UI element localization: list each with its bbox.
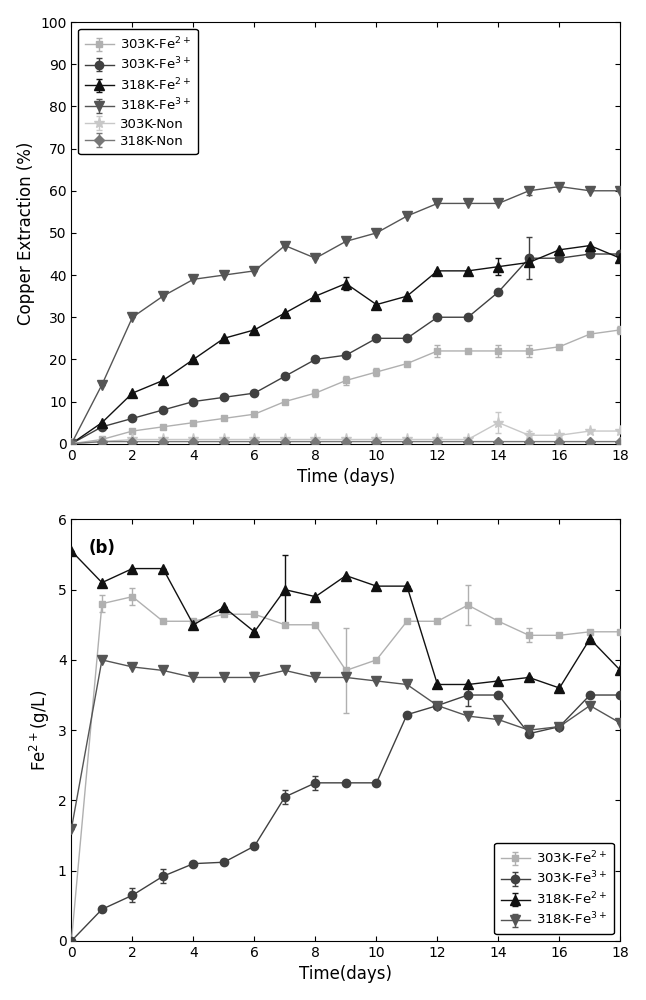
X-axis label: Time(days): Time(days) (300, 965, 393, 983)
Legend: 303K-Fe$^{2+}$, 303K-Fe$^{3+}$, 318K-Fe$^{2+}$, 318K-Fe$^{3+}$, 303K-Non, 318K-N: 303K-Fe$^{2+}$, 303K-Fe$^{3+}$, 318K-Fe$… (78, 29, 198, 154)
Y-axis label: Fe$^{2+}$(g/L): Fe$^{2+}$(g/L) (28, 690, 52, 771)
X-axis label: Time (days): Time (days) (297, 468, 395, 486)
Text: (b): (b) (89, 539, 115, 557)
Legend: 303K-Fe$^{2+}$, 303K-Fe$^{3+}$, 318K-Fe$^{2+}$, 318K-Fe$^{3+}$: 303K-Fe$^{2+}$, 303K-Fe$^{3+}$, 318K-Fe$… (494, 843, 614, 934)
Y-axis label: Copper Extraction (%): Copper Extraction (%) (17, 141, 35, 325)
